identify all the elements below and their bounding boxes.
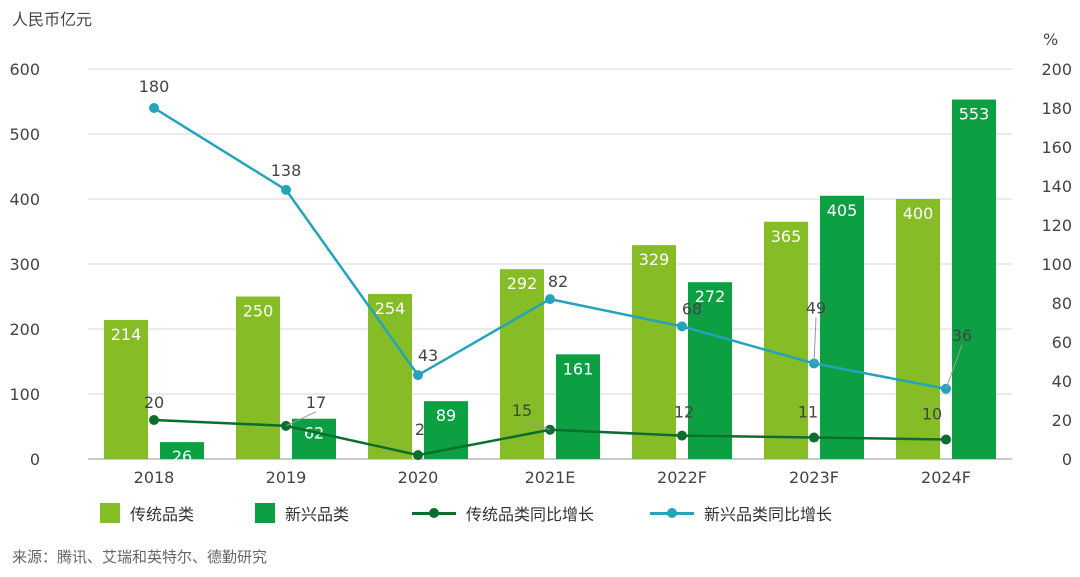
- bar-traditional: [236, 296, 280, 459]
- bar-traditional: [368, 293, 412, 459]
- point-emerging-growth: [149, 103, 159, 113]
- point-traditional-growth: [941, 434, 951, 445]
- right-tick-label: 80: [1052, 294, 1072, 313]
- bar-emerging: [820, 195, 864, 459]
- legend-item-traditional: 传统品类: [100, 500, 194, 526]
- bar-label-emerging: 26: [172, 447, 192, 466]
- bar-emerging: [556, 354, 600, 459]
- bar-traditional: [896, 199, 940, 459]
- right-tick-label: 160: [1041, 138, 1072, 157]
- line-label-emerging-growth: 180: [139, 77, 170, 96]
- bar-emerging: [688, 282, 732, 459]
- right-tick-label: 0: [1062, 450, 1072, 469]
- left-tick-label: 400: [9, 190, 40, 209]
- right-tick-label: 60: [1052, 333, 1072, 352]
- line-label-traditional-growth: 10: [922, 405, 942, 424]
- legend-swatch-emerging-growth: [650, 505, 694, 521]
- bar-label-emerging: 89: [436, 406, 456, 425]
- line-label-traditional-growth: 11: [798, 403, 818, 422]
- x-tick-label: 2021E: [525, 468, 576, 487]
- bar-label-traditional: 365: [771, 227, 802, 246]
- line-label-emerging-growth: 36: [952, 326, 972, 345]
- line-label-traditional-growth: 12: [674, 403, 694, 422]
- right-tick-label: 180: [1041, 99, 1072, 118]
- right-tick-label: 20: [1052, 411, 1072, 430]
- bar-traditional: [500, 269, 544, 459]
- legend-swatch-traditional: [100, 503, 120, 523]
- left-tick-label: 200: [9, 320, 40, 339]
- point-traditional-growth: [809, 432, 819, 443]
- line-label-emerging-growth: 43: [418, 346, 438, 365]
- legend-item-emerging-growth: 新兴品类同比增长: [650, 500, 832, 526]
- label-leader-line: [521, 419, 551, 431]
- point-traditional-growth: [413, 450, 423, 461]
- legend-label-traditional: 传统品类: [130, 505, 195, 524]
- bar-label-emerging: 405: [827, 201, 858, 220]
- bar-traditional: [632, 245, 676, 459]
- line-label-emerging-growth: 138: [271, 161, 302, 180]
- point-emerging-growth: [281, 184, 291, 195]
- bar-label-traditional: 214: [111, 325, 142, 344]
- legend-label-emerging: 新兴品类: [285, 505, 350, 524]
- right-tick-label: 100: [1041, 255, 1072, 274]
- left-tick-label: 300: [9, 255, 40, 274]
- bar-label-emerging: 553: [959, 105, 990, 124]
- right-tick-label: 140: [1041, 177, 1072, 196]
- right-tick-label: 40: [1052, 372, 1072, 391]
- legend-item-emerging: 新兴品类: [255, 500, 349, 526]
- x-tick-label: 2023F: [789, 468, 839, 487]
- bar-traditional: [764, 221, 808, 459]
- bar-label-traditional: 329: [639, 250, 670, 269]
- line-label-traditional-growth: 17: [306, 393, 326, 412]
- line-label-traditional-growth: 20: [144, 393, 164, 412]
- legend-swatch-traditional-growth: [412, 505, 456, 521]
- x-tick-label: 2018: [134, 468, 175, 487]
- point-emerging-growth: [413, 370, 423, 381]
- right-axis-unit: %: [1043, 30, 1059, 49]
- bar-emerging: [160, 442, 204, 459]
- line-label-emerging-growth: 68: [682, 299, 702, 318]
- point-traditional-growth: [677, 430, 687, 441]
- x-tick-label: 2024F: [921, 468, 971, 487]
- bar-emerging: [292, 418, 336, 459]
- bar-label-traditional: 400: [903, 204, 934, 223]
- legend-swatch-emerging: [255, 503, 275, 523]
- chart-legend: 传统品类 新兴品类 传统品类同比增长 新兴品类同比增长: [100, 500, 1000, 526]
- right-tick-label: 120: [1041, 216, 1072, 235]
- legend-item-traditional-growth: 传统品类同比增长: [412, 500, 594, 526]
- left-tick-label: 500: [9, 125, 40, 144]
- x-tick-label: 2019: [266, 468, 307, 487]
- bar-label-traditional: 292: [507, 274, 538, 293]
- bar-label-emerging: 272: [695, 287, 726, 306]
- left-tick-label: 0: [30, 450, 40, 469]
- point-emerging-growth: [545, 294, 555, 305]
- right-tick-label: 200: [1041, 60, 1072, 79]
- label-leader-line: [813, 317, 817, 364]
- line-label-emerging-growth: 49: [806, 298, 826, 317]
- bar-label-traditional: 254: [375, 299, 406, 318]
- bar-label-emerging: 161: [563, 359, 594, 378]
- bar-label-traditional: 250: [243, 302, 274, 321]
- line-label-traditional-growth: 15: [512, 401, 532, 420]
- left-axis-unit: 人民币亿元: [12, 10, 93, 29]
- source-note: 来源：腾讯、艾瑞和英特尔、德勤研究: [12, 548, 268, 566]
- x-tick-label: 2020: [398, 468, 439, 487]
- bar-traditional: [104, 319, 148, 459]
- left-tick-label: 600: [9, 60, 40, 79]
- point-emerging-growth: [677, 321, 687, 332]
- label-leader-line: [945, 344, 963, 389]
- x-tick-label: 2022F: [657, 468, 707, 487]
- bar-emerging: [952, 99, 996, 460]
- point-traditional-growth: [149, 415, 159, 425]
- line-label-traditional-growth: 2: [415, 420, 425, 439]
- left-tick-label: 100: [9, 385, 40, 404]
- line-label-emerging-growth: 82: [548, 272, 568, 291]
- legend-label-traditional-growth: 传统品类同比增长: [466, 505, 595, 524]
- label-leader-line: [285, 411, 317, 427]
- legend-label-emerging-growth: 新兴品类同比增长: [704, 505, 833, 524]
